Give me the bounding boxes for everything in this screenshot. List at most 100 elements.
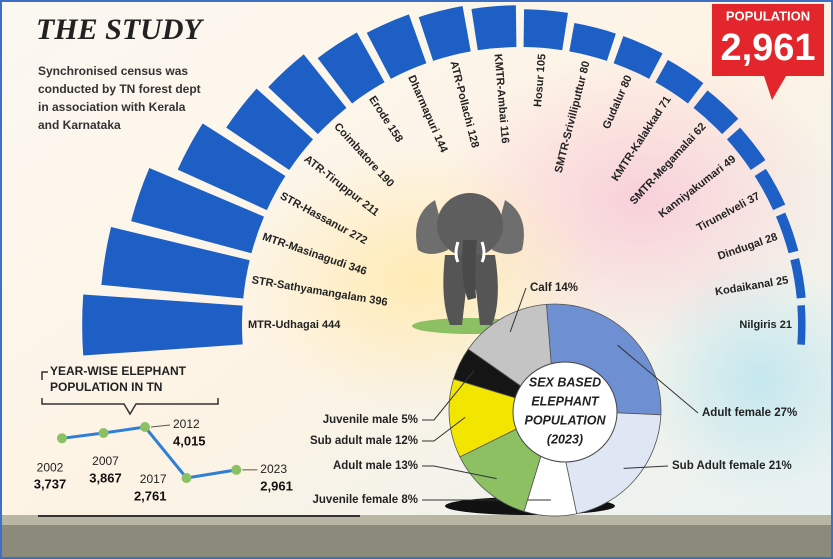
radial-bar bbox=[268, 54, 347, 135]
year-label: 2007 bbox=[92, 454, 119, 468]
radial-bar bbox=[101, 227, 250, 299]
value-label: 3,867 bbox=[89, 470, 122, 485]
pie-title: SEX BASED bbox=[529, 375, 601, 389]
bar-value: 71 bbox=[657, 94, 674, 111]
radial-bar bbox=[655, 59, 704, 104]
bar-value: 37 bbox=[746, 190, 762, 206]
slice-label: Adult female 27% bbox=[702, 407, 797, 419]
radial-bar bbox=[569, 23, 616, 61]
slice-category: Sub adult male bbox=[310, 435, 392, 447]
slice-label: Calf 14% bbox=[530, 282, 578, 294]
radial-bar bbox=[523, 9, 568, 51]
line-marker bbox=[181, 473, 192, 483]
value-label: 4,015 bbox=[173, 433, 206, 448]
bar-value: 105 bbox=[535, 53, 548, 72]
slice-label: Juvenile female 8% bbox=[313, 494, 418, 506]
radial-bar bbox=[790, 258, 806, 299]
line-title-group bbox=[41, 371, 219, 416]
bar-value: 444 bbox=[322, 319, 341, 331]
slice-category: Juvenile male bbox=[323, 414, 398, 426]
callout-value: 2,961 bbox=[720, 27, 815, 69]
leader-line bbox=[623, 465, 669, 469]
leader-line bbox=[150, 424, 171, 428]
leader-line bbox=[509, 287, 527, 332]
slice-value: 8% bbox=[401, 494, 418, 506]
slice-value: 21% bbox=[769, 460, 792, 472]
background-glow bbox=[640, 260, 833, 500]
bar-value: 21 bbox=[780, 319, 792, 331]
slice-category: Calf bbox=[530, 282, 552, 294]
title: THE STUDY bbox=[36, 13, 205, 46]
bar-value: 49 bbox=[721, 153, 738, 170]
year-label: 2012 bbox=[173, 417, 200, 431]
bar-value: 80 bbox=[619, 73, 635, 89]
radial-bar bbox=[131, 168, 264, 254]
callout-box bbox=[712, 4, 824, 100]
slice-label: Sub adult male 12% bbox=[310, 435, 418, 447]
pie-title: (2023) bbox=[547, 432, 583, 446]
pie-title: POPULATION bbox=[524, 413, 606, 427]
slice-category: Sub Adult female bbox=[672, 460, 766, 472]
radial-bar bbox=[366, 14, 427, 79]
slice-category: Adult male bbox=[333, 460, 392, 472]
radial-bar bbox=[797, 305, 806, 345]
radial-bar bbox=[776, 212, 799, 254]
bar-value: 28 bbox=[764, 231, 779, 246]
year-label: 2023 bbox=[260, 462, 287, 476]
slice-category: Juvenile female bbox=[313, 494, 399, 506]
year-label: 2017 bbox=[140, 472, 167, 486]
radial-bar bbox=[754, 168, 786, 211]
bar-category: Nilgiris bbox=[739, 319, 776, 331]
bar-label: Hosur 105 bbox=[532, 53, 548, 107]
bar-value: 80 bbox=[578, 60, 593, 75]
callout-label: POPULATION bbox=[726, 8, 810, 23]
radial-bar bbox=[177, 123, 286, 211]
slice-label: Adult male 13% bbox=[333, 460, 418, 472]
leader-line bbox=[422, 465, 497, 480]
bar-category: Hosur bbox=[532, 74, 547, 107]
radial-bar bbox=[226, 88, 314, 170]
bar-label: KMTR-Ambai 116 bbox=[492, 53, 511, 144]
year-label: 2002 bbox=[37, 460, 64, 474]
leader-line bbox=[422, 370, 475, 421]
bar-value: 128 bbox=[465, 128, 481, 149]
line-marker bbox=[57, 433, 67, 444]
value-label: 3,737 bbox=[34, 477, 67, 492]
slice-value: 14% bbox=[555, 282, 578, 294]
subtitle-line: Synchronised census was bbox=[38, 64, 188, 78]
bar-category: MTR-Udhagai bbox=[248, 319, 319, 331]
subtitle-line: in association with Kerala bbox=[38, 100, 186, 114]
radial-bar bbox=[613, 36, 663, 79]
line-marker bbox=[98, 428, 109, 439]
pie-title: ELEPHANT bbox=[531, 394, 600, 408]
subtitle-line: conducted by TN forest dept bbox=[38, 82, 201, 96]
bar-value: 116 bbox=[498, 125, 511, 144]
line-marker bbox=[231, 464, 242, 475]
bar-value: 25 bbox=[775, 274, 789, 288]
slice-value: 12% bbox=[395, 435, 418, 447]
radial-bar bbox=[693, 90, 739, 135]
radial-bar bbox=[471, 5, 517, 51]
slice-label: Juvenile male 5% bbox=[323, 414, 418, 426]
line-title: POPULATION IN TN bbox=[50, 380, 162, 394]
value-label: 2,961 bbox=[260, 478, 293, 493]
landscape-strip bbox=[0, 515, 833, 525]
radial-bar bbox=[317, 32, 385, 104]
leader-line bbox=[617, 344, 699, 414]
radial-bar bbox=[82, 294, 243, 356]
pie-slice bbox=[448, 378, 557, 458]
subtitle-line: and Karnataka bbox=[38, 118, 121, 132]
value-label: 2,761 bbox=[134, 488, 167, 503]
bar-category: KMTR-Ambai bbox=[492, 53, 510, 123]
slice-value: 13% bbox=[395, 460, 418, 472]
line-marker bbox=[140, 422, 150, 432]
bar-label: Nilgiris 21 bbox=[739, 319, 792, 331]
radial-bar bbox=[726, 127, 766, 170]
pie-center bbox=[512, 361, 618, 463]
leader-line bbox=[422, 416, 466, 442]
line-chart: YEAR-WISE ELEPHANT POPULATION IN TN 2002 3,… bbox=[34, 364, 293, 503]
slice-label: Sub Adult female 21% bbox=[672, 460, 792, 472]
radial-bar bbox=[418, 6, 471, 61]
slice-value: 5% bbox=[401, 414, 418, 426]
